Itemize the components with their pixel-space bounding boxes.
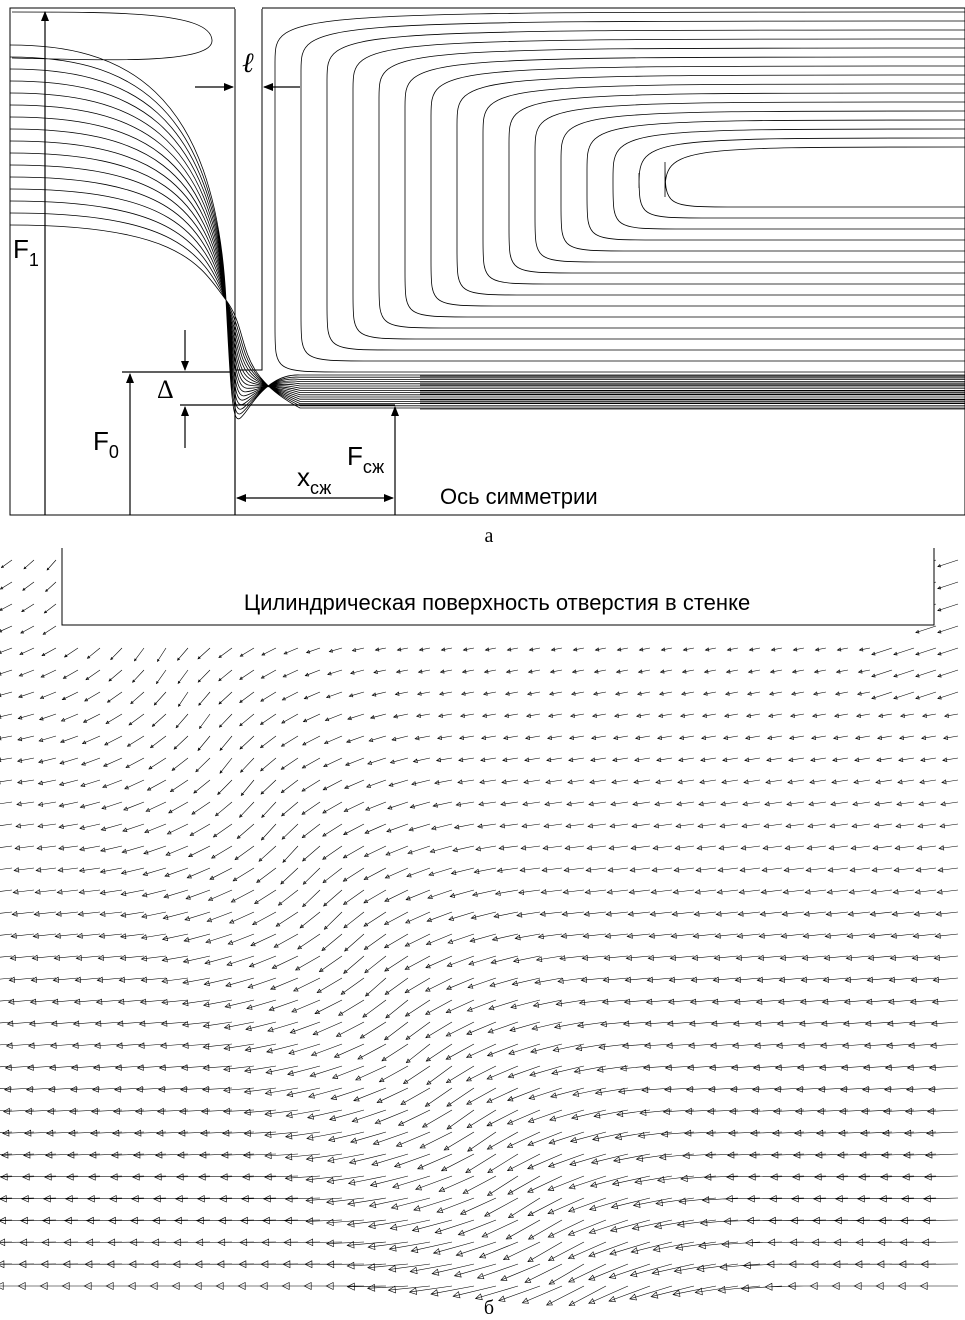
label-fszh: Fсж [347,441,384,477]
vector-heads [0,564,949,1306]
panel-b-title: Цилиндрическая поверхность отверстия в с… [244,590,750,615]
hole-area [62,548,934,624]
label-f1: F1 [13,234,39,270]
hole-surface [61,548,935,626]
caption-a: а [485,525,494,547]
label-delta: Δ [157,375,174,404]
panel-a-frame [9,7,965,516]
label-f0: F0 [93,426,119,462]
streamline-set [9,11,965,420]
caption-b: б [484,1297,494,1319]
axis-label: Ось симметрии [440,484,598,509]
dimension-lines [41,11,399,515]
vector-field [0,559,959,1306]
vector-shafts [0,559,959,1306]
label-xszh: xсж [297,462,331,498]
streamlines [9,11,965,420]
label-ell: ℓ [242,48,254,79]
